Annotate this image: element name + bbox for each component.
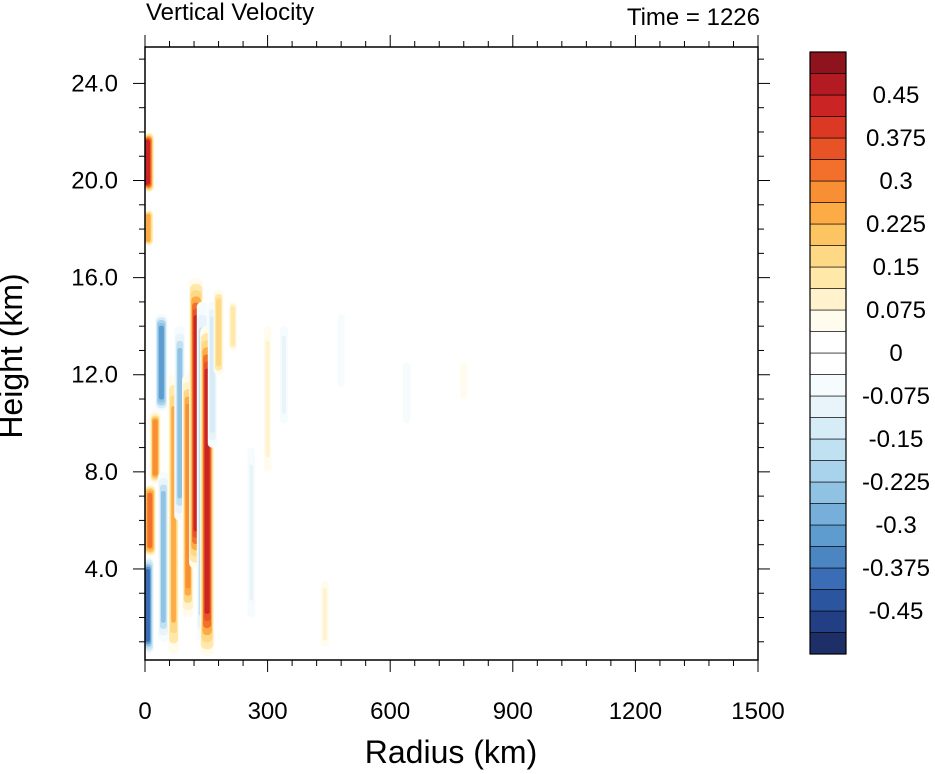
colorbar-level xyxy=(809,610,847,633)
y-axis-label: Height (km) xyxy=(0,273,29,438)
chart-time-label: Time = 1226 xyxy=(627,4,760,31)
velocity-streak xyxy=(210,316,215,433)
colorbar-level xyxy=(809,460,847,483)
axis-ticks xyxy=(133,35,770,672)
colorbar-level xyxy=(809,589,847,612)
colorbar-level xyxy=(809,632,847,655)
y-tick-label: 20.0 xyxy=(71,168,118,195)
colorbar-level xyxy=(809,481,847,504)
y-tick-label: 12.0 xyxy=(71,362,118,389)
colorbar-level xyxy=(809,417,847,440)
colorbar-level xyxy=(809,524,847,547)
y-tick-label: 4.0 xyxy=(85,556,118,583)
velocity-streak xyxy=(158,325,164,400)
x-tick-labels: 0 300 600 900 1200 1500 xyxy=(138,698,784,725)
velocity-streak xyxy=(145,569,150,642)
y-tick-labels: 4.0 8.0 12.0 16.0 20.0 24.0 xyxy=(71,70,118,583)
velocity-streak xyxy=(161,491,166,623)
velocity-streak xyxy=(404,368,409,418)
colorbar-label: 0.075 xyxy=(866,297,926,324)
colorbar-level xyxy=(809,352,847,375)
y-tick-label: 8.0 xyxy=(85,459,118,486)
colorbar-level xyxy=(809,73,847,96)
colorbar-label: 0 xyxy=(889,340,902,367)
colorbar-level xyxy=(809,94,847,117)
colorbar-label: -0.3 xyxy=(875,512,916,539)
colorbar-level xyxy=(809,288,847,311)
velocity-streak xyxy=(462,366,466,396)
y-tick-label: 16.0 xyxy=(71,265,118,292)
x-axis-label: Radius (km) xyxy=(365,734,537,770)
velocity-streak xyxy=(339,321,343,380)
colorbar-label: 0.45 xyxy=(873,82,920,109)
colorbar-level xyxy=(809,116,847,139)
velocity-streak xyxy=(216,298,222,367)
colorbar-label: -0.075 xyxy=(862,383,930,410)
colorbar-label: -0.45 xyxy=(869,598,924,625)
colorbar-level xyxy=(809,309,847,332)
colorbar-level xyxy=(809,223,847,246)
colorbar-level xyxy=(809,438,847,461)
colorbar-labels: 0.45 0.375 0.3 0.225 0.15 0.075 0 -0.075 -0.15 -0… xyxy=(862,82,930,625)
velocity-streak xyxy=(147,492,153,549)
chart-title: Vertical Velocity xyxy=(146,0,314,26)
colorbar-level xyxy=(809,137,847,160)
colorbar-label: -0.225 xyxy=(862,469,930,496)
plot-frame xyxy=(144,46,759,661)
x-tick-label: 0 xyxy=(138,698,151,725)
colorbar-label: 0.375 xyxy=(866,125,926,152)
colorbar-level xyxy=(809,374,847,397)
x-tick-label: 600 xyxy=(370,698,410,725)
velocity-streak xyxy=(249,464,254,601)
velocity-streak xyxy=(282,335,286,414)
colorbar xyxy=(809,51,847,655)
colorbar-level xyxy=(809,503,847,526)
colorbar-label: -0.375 xyxy=(862,555,930,582)
x-tick-label: 1200 xyxy=(609,698,662,725)
colorbar-label: 0.3 xyxy=(879,168,912,195)
colorbar-label: -0.15 xyxy=(869,426,924,453)
colorbar-level xyxy=(809,567,847,590)
velocity-streak xyxy=(322,587,327,641)
colorbar-level xyxy=(809,245,847,268)
colorbar-level xyxy=(809,546,847,569)
colorbar-level xyxy=(809,202,847,225)
colorbar-frame xyxy=(809,51,847,655)
velocity-streak xyxy=(145,139,150,185)
colorbar-level xyxy=(809,51,847,74)
colorbar-level xyxy=(809,395,847,418)
velocity-streak xyxy=(230,306,235,346)
velocity-streak xyxy=(185,403,191,589)
colorbar-label: 0.225 xyxy=(866,211,926,238)
y-tick-label: 24.0 xyxy=(71,70,118,97)
colorbar-label: 0.15 xyxy=(873,254,920,281)
velocity-streak xyxy=(152,419,158,476)
colorbar-level xyxy=(809,266,847,289)
velocity-streak xyxy=(145,213,151,242)
velocity-streak xyxy=(177,348,183,499)
velocity-field xyxy=(145,132,468,657)
colorbar-level xyxy=(809,180,847,203)
x-tick-label: 1500 xyxy=(731,698,784,725)
velocity-streak xyxy=(265,340,270,458)
x-tick-label: 300 xyxy=(248,698,288,725)
colorbar-level xyxy=(809,159,847,182)
x-tick-label: 900 xyxy=(493,698,533,725)
colorbar-level xyxy=(809,331,847,354)
